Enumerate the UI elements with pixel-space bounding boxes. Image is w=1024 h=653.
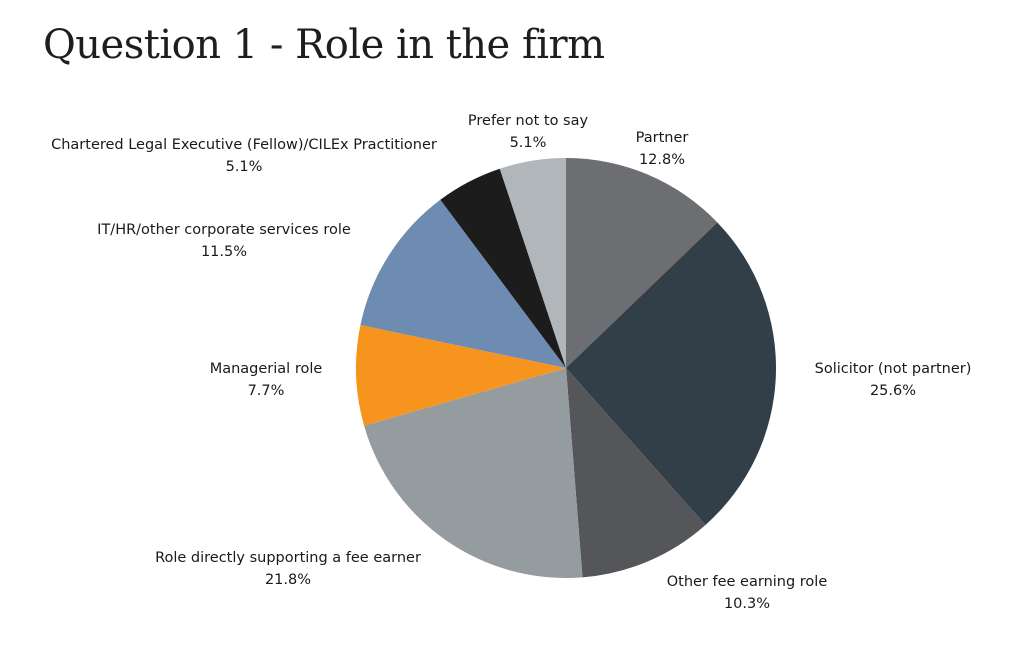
slice-value-role-directly-supporting-a-fee-earner: 21.8% xyxy=(265,572,311,588)
pie-slice-chartered-legal-executive-fellow-cilex-practitioner xyxy=(440,168,566,368)
slice-value-it-hr-other-corporate-services-role: 11.5% xyxy=(201,244,247,260)
pie-slice-managerial-role xyxy=(356,325,566,426)
slice-label-chartered-legal-executive-fellow-cilex-practitioner: Chartered Legal Executive (Fellow)/CILEx… xyxy=(51,137,437,153)
slice-value-prefer-not-to-say: 5.1% xyxy=(510,135,547,151)
slice-label-prefer-not-to-say: Prefer not to say xyxy=(468,113,589,129)
pie-slice-other-fee-earning-role xyxy=(566,368,706,578)
slice-label-partner: Partner xyxy=(636,130,689,146)
pie-slices xyxy=(356,158,776,578)
slice-value-partner: 12.8% xyxy=(639,152,685,168)
slice-label-it-hr-other-corporate-services-role: IT/HR/other corporate services role xyxy=(97,222,351,238)
pie-slice-partner xyxy=(566,158,718,368)
slice-label-managerial-role: Managerial role xyxy=(210,361,323,377)
pie-slice-it-hr-other-corporate-services-role xyxy=(360,199,566,368)
slice-value-managerial-role: 7.7% xyxy=(248,383,285,399)
slice-value-other-fee-earning-role: 10.3% xyxy=(724,596,770,612)
slice-label-solicitor-not-partner: Solicitor (not partner) xyxy=(815,361,972,377)
pie-slice-prefer-not-to-say xyxy=(499,158,566,368)
page-title: Question 1 - Role in the firm xyxy=(43,22,605,68)
pie-slice-solicitor-not-partner xyxy=(566,222,776,525)
slice-label-role-directly-supporting-a-fee-earner: Role directly supporting a fee earner xyxy=(155,550,421,566)
pie-slice-role-directly-supporting-a-fee-earner xyxy=(364,368,583,578)
slice-label-other-fee-earning-role: Other fee earning role xyxy=(667,574,828,590)
pie-labels: Partner 12.8% Solicitor (not partner) 25.6%… xyxy=(51,113,971,612)
slice-value-chartered-legal-executive-fellow-cilex-practitioner: 5.1% xyxy=(226,159,263,175)
slice-value-solicitor-not-partner: 25.6% xyxy=(870,383,916,399)
